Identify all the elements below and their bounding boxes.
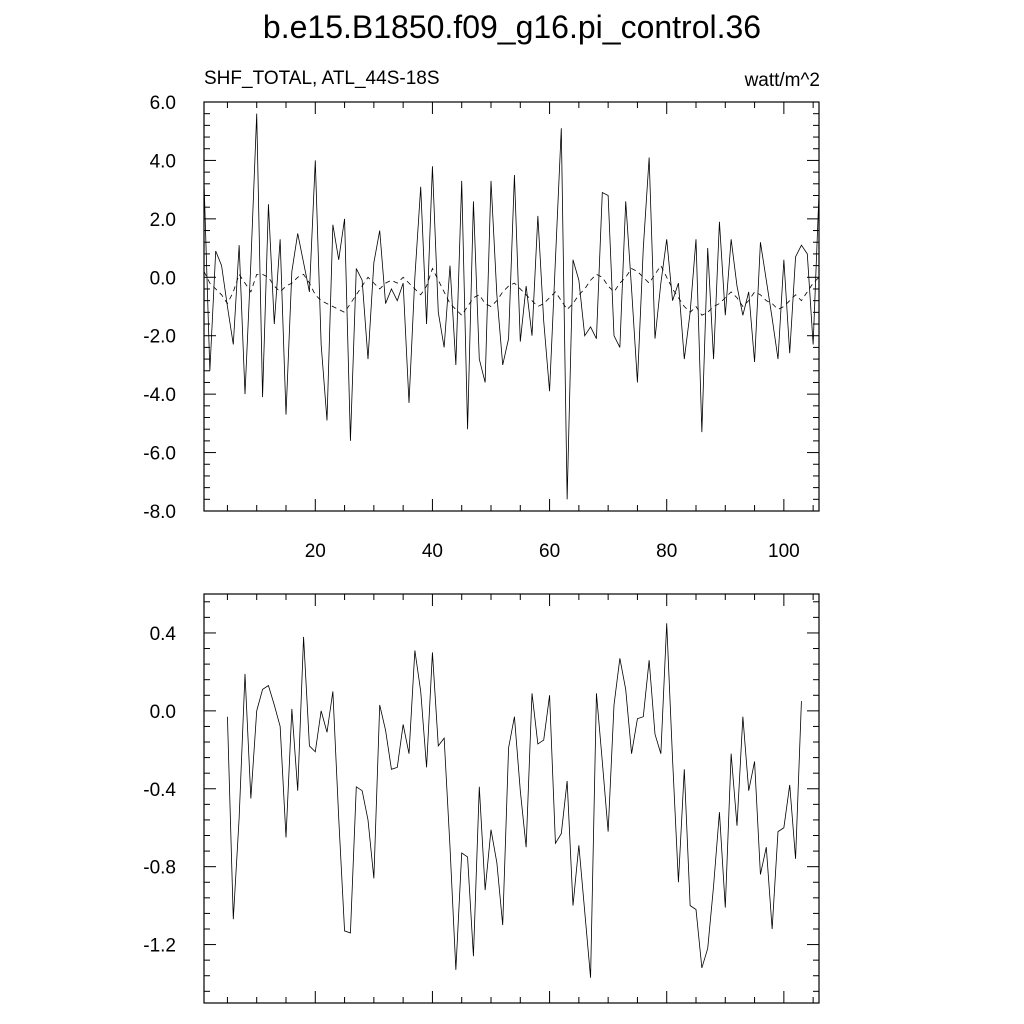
bottom-panel-series [227,623,802,978]
top-panel-left-label: SHF_TOTAL, ATL_44S-18S [204,68,440,89]
y-tick-label: -0.4 [143,780,176,801]
y-tick-label: -8.0 [143,502,176,523]
y-tick-label: 4.0 [150,151,176,172]
y-tick-label: -6.0 [143,444,176,465]
y-tick-label: 0.0 [150,268,176,289]
top-panel: SHF_TOTAL, ATL_44S-18S watt/m^2 6.0 4.0 2.… [143,68,820,562]
top-panel-unit-label: watt/m^2 [744,70,820,91]
y-tick-label: -2.0 [143,327,176,348]
x-tick-label: 60 [539,541,560,562]
bottom-panel-axes: 0.4 0.0 -0.4 -0.8 -1.2 [143,594,819,1003]
y-tick-label: -4.0 [143,385,176,406]
x-tick-label: 40 [422,541,443,562]
y-tick-label: 2.0 [150,210,176,231]
bottom-panel: 0.4 0.0 -0.4 -0.8 -1.2 [143,593,820,1004]
series-line-dashed [203,264,820,316]
bottom-panel-frame [203,593,820,1004]
y-tick-label: 0.0 [150,702,176,723]
top-panel-axes: 6.0 4.0 2.0 0.0 -2.0 -4.0 -6.0 -8.0 20 40 60 80 100 [143,93,819,562]
top-panel-series [203,113,820,500]
y-tick-label: -0.8 [143,858,176,879]
x-tick-label: 80 [656,541,677,562]
x-tick-label: 100 [768,541,800,562]
y-tick-label: -1.2 [143,936,176,957]
series-line-solid [203,113,820,500]
top-panel-frame [203,101,820,512]
series-line-solid [227,623,802,978]
y-tick-label: 6.0 [150,93,176,114]
figure-title: b.e15.B1850.f09_g16.pi_control.36 [263,9,761,45]
x-tick-label: 20 [305,541,326,562]
y-tick-label: 0.4 [150,624,177,645]
